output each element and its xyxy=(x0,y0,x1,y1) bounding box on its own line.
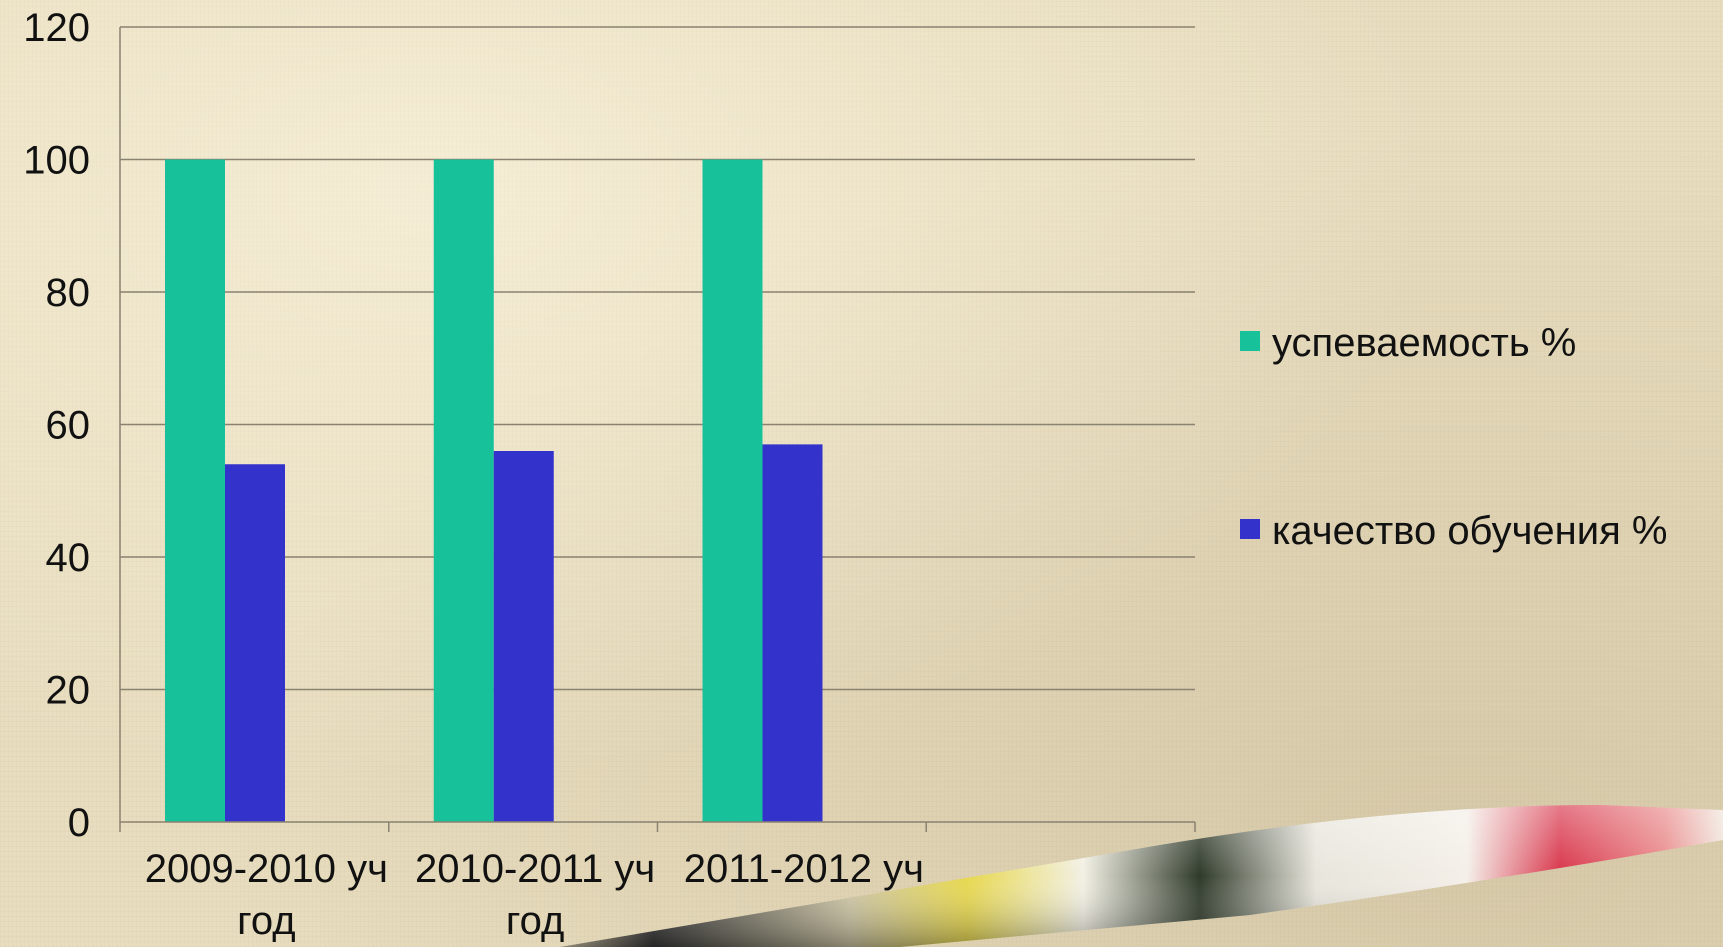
bar-kachestvo xyxy=(493,451,554,822)
y-tick-label: 20 xyxy=(46,669,91,713)
x-tick-label: 2010-2011 уч xyxy=(415,847,655,891)
legend-swatch xyxy=(1240,519,1260,539)
y-tick-label: 60 xyxy=(46,404,91,448)
bar-uspevaemost xyxy=(702,159,763,822)
y-tick-label: 0 xyxy=(68,801,90,845)
x-tick-label: 2009-2010 уч xyxy=(145,847,388,891)
legend: успеваемость % качество обучения % xyxy=(1240,321,1667,553)
y-tick-label: 120 xyxy=(23,6,90,50)
bars xyxy=(165,159,823,822)
bar-uspevaemost xyxy=(165,159,225,822)
legend-swatch xyxy=(1240,331,1260,351)
x-tick-label-line2: год xyxy=(506,899,564,943)
bar-kachestvo xyxy=(225,464,285,822)
y-tick-label: 80 xyxy=(46,271,91,315)
x-tick-label-line2: год xyxy=(237,899,295,943)
legend-label: качество обучения % xyxy=(1272,509,1667,553)
y-tick-label: 40 xyxy=(46,536,91,580)
axes xyxy=(119,27,1196,832)
bar-uspevaemost xyxy=(433,159,494,822)
x-tick-label: 2011-2012 уч xyxy=(684,847,924,891)
paintbrush-decoration xyxy=(560,805,1723,947)
legend-label: успеваемость % xyxy=(1272,321,1576,365)
bar-kachestvo xyxy=(762,444,823,822)
y-tick-label: 100 xyxy=(23,139,90,183)
gridlines xyxy=(120,26,1195,691)
y-tick-labels: 0 20 40 60 80 100 120 xyxy=(23,6,90,845)
